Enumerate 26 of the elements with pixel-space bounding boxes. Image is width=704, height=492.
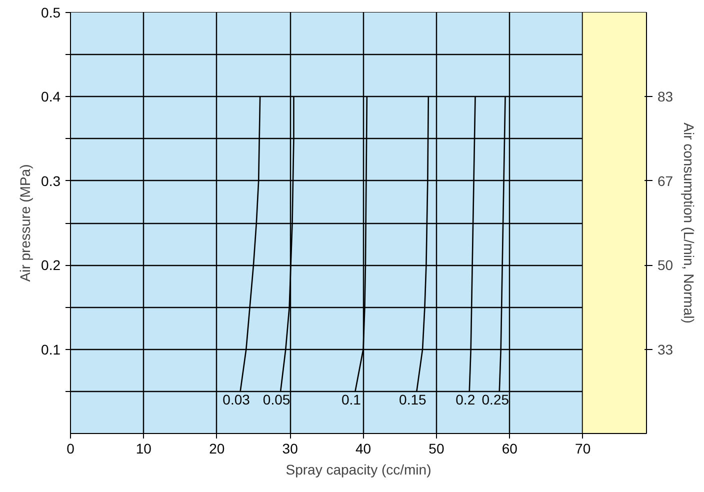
y-tick-label: 0.5 — [41, 4, 61, 20]
series-label: 0.25 — [482, 391, 510, 408]
y2-tick-label: 33 — [658, 341, 674, 358]
series-label: 0.03 — [222, 391, 250, 408]
x-axis-title: Spray capacity (cc/min) — [286, 462, 432, 478]
y-axis-title: Air pressure (MPa) — [17, 164, 34, 282]
y2-tick-label: 50 — [658, 257, 674, 274]
series-label: 0.1 — [341, 391, 362, 408]
x-tick-label: 60 — [502, 440, 518, 456]
x-tick-label: 20 — [209, 440, 225, 456]
x-tick-label: 10 — [136, 440, 152, 456]
series-label: 0.15 — [399, 391, 427, 408]
series-label: 0.05 — [262, 391, 290, 408]
y-tick-label: 0.4 — [41, 88, 61, 105]
y-tick-label: 0.3 — [41, 172, 61, 189]
y-tick-label: 0.1 — [41, 341, 61, 358]
x-tick-label: 70 — [575, 440, 591, 456]
x-tick-label: 0 — [66, 440, 75, 456]
y2-axis-title: Air consumption (L/min, Normal) — [681, 122, 698, 324]
x-tick-label: 30 — [282, 440, 298, 456]
y2-tick-label: 83 — [658, 88, 674, 105]
y2-tick-label: 67 — [658, 172, 674, 189]
y-tick-label: 0.2 — [41, 257, 61, 274]
x-tick-label: 50 — [428, 440, 444, 456]
x-tick-label: 40 — [355, 440, 372, 456]
series-label: 0.2 — [456, 391, 476, 408]
